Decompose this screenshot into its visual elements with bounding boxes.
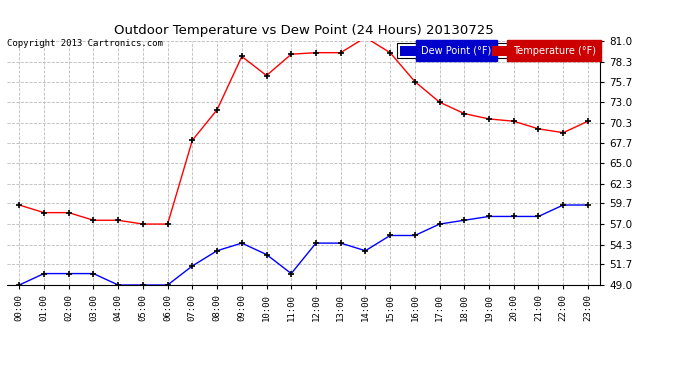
Legend: Dew Point (°F), Temperature (°F): Dew Point (°F), Temperature (°F) xyxy=(397,43,598,58)
Title: Outdoor Temperature vs Dew Point (24 Hours) 20130725: Outdoor Temperature vs Dew Point (24 Hou… xyxy=(114,24,493,37)
Text: Copyright 2013 Cartronics.com: Copyright 2013 Cartronics.com xyxy=(7,39,163,48)
